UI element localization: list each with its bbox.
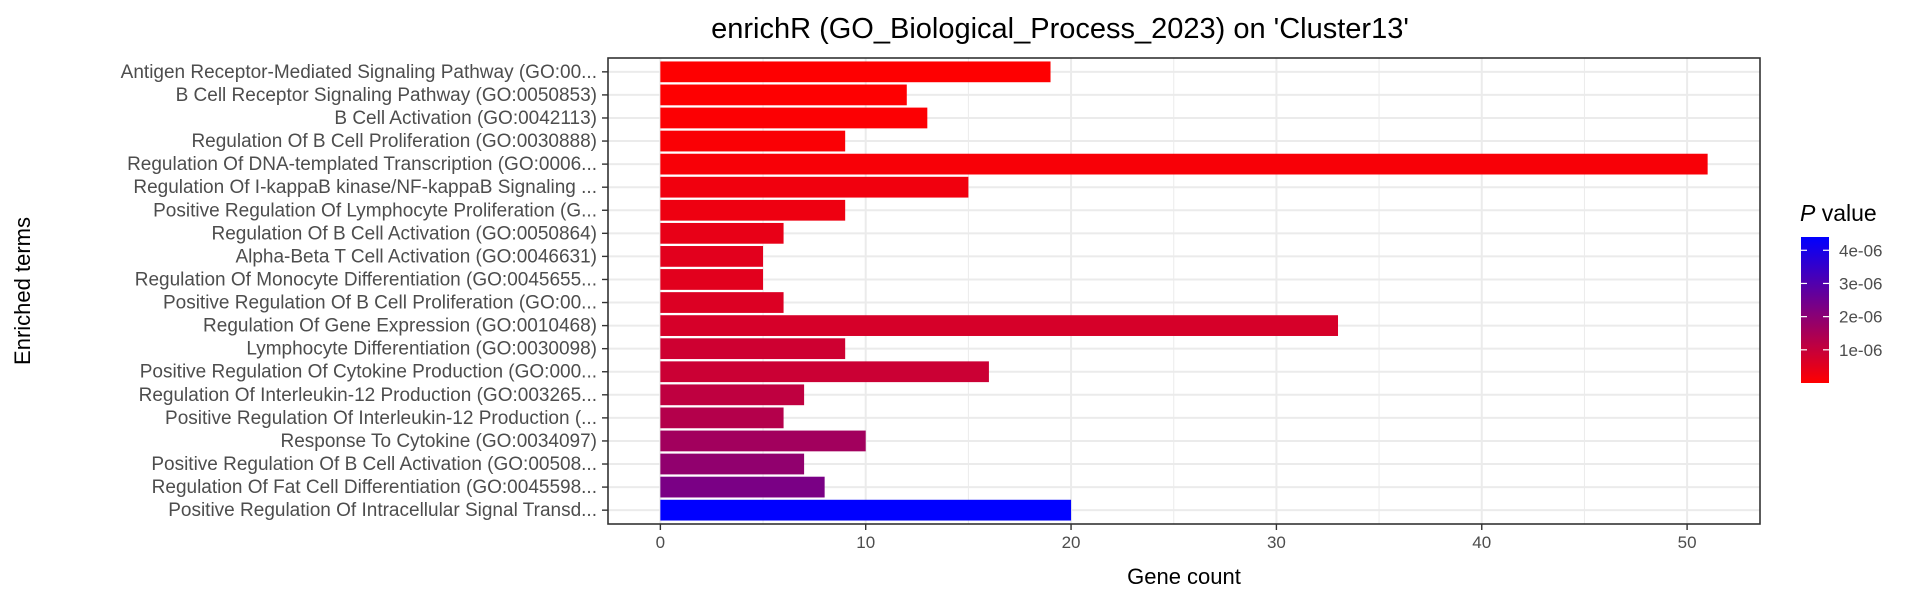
- bar: [660, 361, 989, 383]
- y-tick-label: B Cell Receptor Signaling Pathway (GO:00…: [176, 85, 597, 106]
- bar: [660, 338, 846, 360]
- bar: [660, 153, 1708, 175]
- y-tick-label: Regulation Of I-kappaB kinase/NF-kappaB …: [133, 177, 597, 198]
- bar: [660, 222, 784, 244]
- y-tick-label: Antigen Receptor-Mediated Signaling Path…: [121, 62, 597, 83]
- y-tick-label: Regulation Of Interleukin-12 Production …: [139, 385, 597, 406]
- bar: [660, 84, 907, 106]
- x-tick-label: 20: [1062, 533, 1081, 552]
- plot-panel-border: [607, 57, 1761, 525]
- y-tick-label: Regulation Of Fat Cell Differentiation (…: [152, 477, 597, 498]
- y-tick-label: B Cell Activation (GO:0042113): [334, 108, 597, 129]
- bar: [660, 130, 846, 152]
- y-tick-label: Positive Regulation Of Cytokine Producti…: [140, 362, 597, 383]
- x-tick-label: 10: [856, 533, 875, 552]
- y-tick-label: Positive Regulation Of B Cell Activation…: [151, 454, 597, 475]
- y-tick-label: Positive Regulation Of Intracellular Sig…: [168, 500, 597, 521]
- legend-tick-label: 3e-06: [1839, 274, 1882, 293]
- bar: [660, 315, 1339, 336]
- legend-title: P value: [1800, 200, 1877, 226]
- y-tick-label: Lymphocyte Differentiation (GO:0030098): [246, 339, 597, 360]
- y-tick-label: Positive Regulation Of Interleukin-12 Pr…: [165, 408, 597, 429]
- bar: [660, 499, 1072, 521]
- bar: [660, 476, 825, 498]
- y-tick-label: Regulation Of Monocyte Differentiation (…: [135, 269, 597, 290]
- y-tick-label: Response To Cytokine (GO:0034097): [281, 431, 598, 452]
- y-tick-label: Regulation Of B Cell Activation (GO:0050…: [212, 223, 597, 244]
- y-tick-label: Regulation Of Gene Expression (GO:001046…: [203, 316, 597, 337]
- chart-title: enrichR (GO_Biological_Process_2023) on …: [711, 13, 1409, 45]
- bar: [660, 453, 805, 475]
- x-axis-title: Gene count: [1127, 564, 1241, 589]
- x-tick-label: 0: [656, 533, 665, 552]
- legend-tick-label: 1e-06: [1839, 341, 1882, 360]
- bar: [660, 407, 784, 429]
- y-tick-label: Alpha-Beta T Cell Activation (GO:0046631…: [235, 246, 597, 267]
- y-tick-label: Positive Regulation Of B Cell Proliferat…: [163, 293, 597, 314]
- bar: [660, 269, 764, 290]
- bar: [660, 61, 1051, 83]
- y-tick-label: Regulation Of B Cell Proliferation (GO:0…: [191, 131, 597, 152]
- bar: [660, 292, 784, 313]
- bar: [660, 430, 866, 452]
- x-tick-label: 50: [1678, 533, 1697, 552]
- bar: [660, 199, 846, 221]
- x-tick-label: 40: [1472, 533, 1491, 552]
- y-tick-label: Regulation Of DNA-templated Transcriptio…: [127, 154, 597, 175]
- legend-tick-label: 4e-06: [1839, 241, 1882, 260]
- legend-colorbar: [1801, 237, 1829, 383]
- legend-tick-label: 2e-06: [1839, 308, 1882, 327]
- y-tick-label: Positive Regulation Of Lymphocyte Prolif…: [153, 200, 597, 221]
- bar: [660, 176, 969, 198]
- y-axis-title: Enriched terms: [10, 217, 35, 365]
- x-tick-label: 30: [1267, 533, 1286, 552]
- bar: [660, 107, 928, 129]
- bar: [660, 246, 764, 267]
- legend: P value 4e-06 3e-06 2e-06 1e-06: [1800, 200, 1882, 383]
- bar: [660, 384, 805, 406]
